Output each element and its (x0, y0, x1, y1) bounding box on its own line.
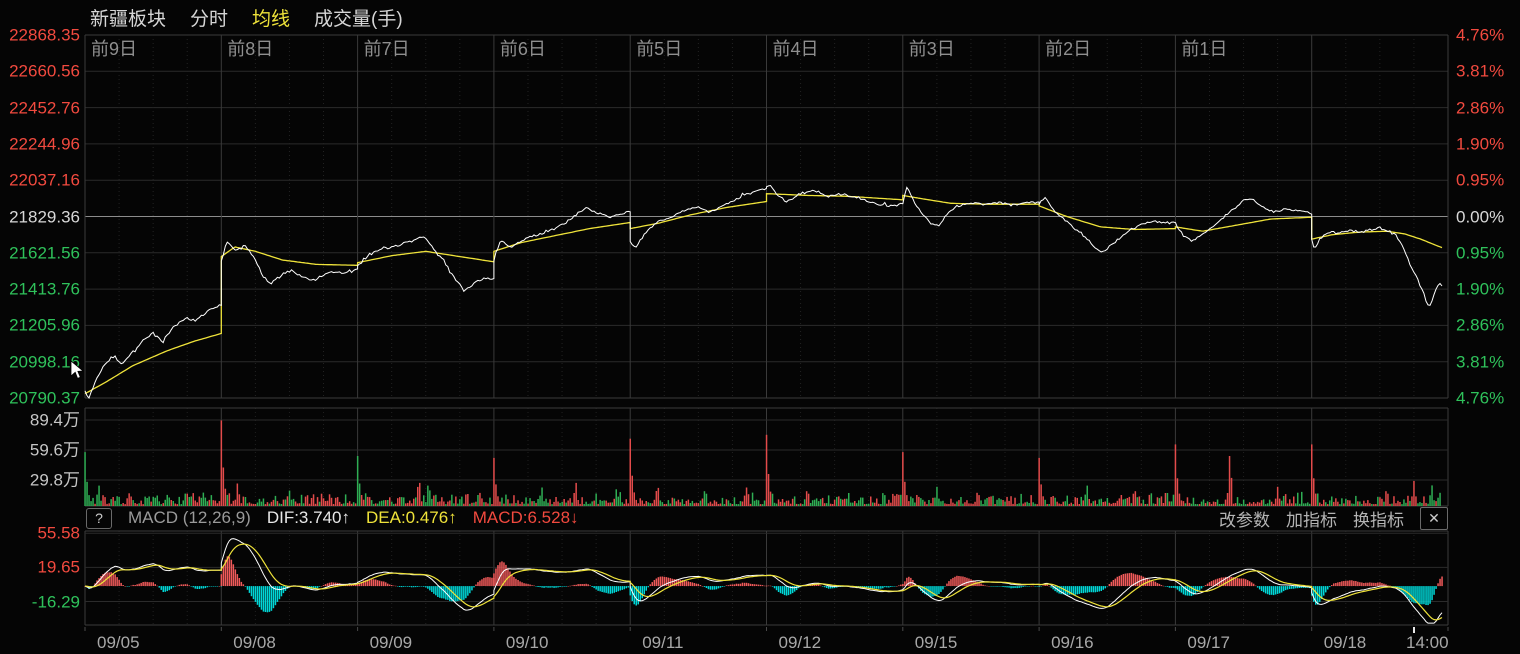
volume-pane[interactable] (85, 408, 1448, 506)
macd-header: ? MACD (12,26,9) DIF:3.740↑ DEA:0.476↑ M… (0, 505, 1520, 531)
dea-text: DEA:0.476 (365, 508, 449, 527)
change-params-button[interactable]: 改参数 (1219, 510, 1270, 530)
macd-down-arrow-icon: ↓ (570, 508, 579, 527)
chart-toolbar: 新疆板块 分时 均线 成交量(手) (90, 4, 403, 31)
switch-indicator-button[interactable]: 换指标 (1353, 510, 1404, 530)
macd-values-group: ? MACD (12,26,9) DIF:3.740↑ DEA:0.476↑ M… (86, 505, 579, 531)
sector-title: 新疆板块 (90, 9, 167, 30)
dif-text: DIF:3.740 (266, 508, 342, 527)
dea-up-arrow-icon: ↑ (448, 508, 457, 527)
macd-text: MACD:6.528 (472, 508, 571, 527)
tab-minute[interactable]: 分时 (190, 9, 229, 30)
tab-volume[interactable]: 成交量(手) (314, 9, 403, 30)
indicator-buttons-group: 改参数 加指标 换指标 ✕ (1219, 505, 1448, 531)
tab-ma-line[interactable]: 均线 (252, 9, 291, 30)
dif-up-arrow-icon: ↑ (341, 508, 350, 527)
main-price-pane[interactable] (85, 35, 1448, 398)
close-icon[interactable]: ✕ (1420, 506, 1448, 530)
macd-value: MACD:6.528↓ (473, 508, 579, 528)
help-button[interactable]: ? (86, 507, 112, 529)
add-indicator-button[interactable]: 加指标 (1286, 510, 1337, 530)
dea-value: DEA:0.476↑ (366, 508, 457, 528)
macd-pane[interactable] (85, 531, 1448, 625)
mouse-cursor-icon (70, 360, 85, 379)
indicator-name[interactable]: MACD (12,26,9) (128, 508, 251, 527)
dif-value: DIF:3.740↑ (267, 508, 350, 528)
